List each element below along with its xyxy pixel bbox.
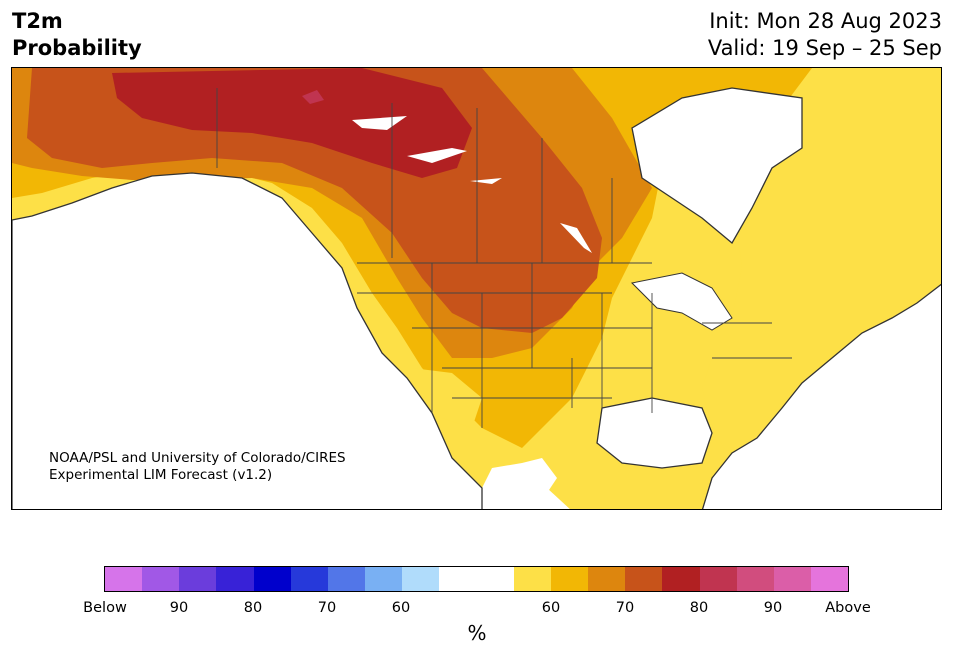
tick-60-below: 60 bbox=[391, 600, 411, 616]
variable-title: T2m bbox=[12, 9, 63, 33]
lake-winnipeg bbox=[560, 223, 592, 253]
colorbar-swatch bbox=[773, 567, 811, 591]
map-svg bbox=[12, 68, 941, 509]
tick-80-below: 80 bbox=[243, 600, 263, 616]
colorbar-swatch bbox=[253, 567, 291, 591]
colorbar-swatch bbox=[365, 567, 403, 591]
lake-athabasca bbox=[470, 178, 502, 184]
valid-date: Valid: 19 Sep – 25 Sep bbox=[707, 36, 942, 60]
colorbar-swatch bbox=[179, 567, 217, 591]
colorbar bbox=[104, 566, 849, 592]
colorbar-swatch bbox=[810, 567, 849, 591]
colorbar-swatch bbox=[327, 567, 366, 591]
colorbar-swatch bbox=[142, 567, 180, 591]
colorbar-swatch bbox=[699, 567, 737, 591]
political-borders bbox=[216, 88, 792, 428]
colorbar-swatch bbox=[662, 567, 700, 591]
great-slave-lake bbox=[407, 148, 467, 163]
great-bear-lake bbox=[352, 116, 407, 130]
band-60-south bbox=[412, 368, 482, 428]
colorbar-swatch bbox=[625, 567, 663, 591]
colorbar-swatch bbox=[736, 567, 774, 591]
band-85 bbox=[302, 90, 324, 104]
tick-90-below: 90 bbox=[169, 600, 189, 616]
date-block: Init: Mon 28 Aug 2023 Valid: 19 Sep – 25… bbox=[708, 8, 942, 62]
tick-above: Above bbox=[825, 600, 871, 616]
atlantic-ocean bbox=[701, 283, 941, 509]
tick-80-above: 80 bbox=[689, 600, 709, 616]
colorbar-swatch bbox=[216, 567, 254, 591]
credit-line-1: NOAA/PSL and University of Colorado/CIRE… bbox=[49, 450, 346, 466]
band-80 bbox=[112, 68, 472, 178]
tick-70-below: 70 bbox=[317, 600, 337, 616]
unit-label: % bbox=[467, 621, 487, 645]
credit-note: NOAA/PSL and University of Colorado/CIRE… bbox=[49, 450, 346, 484]
tick-60-above: 60 bbox=[541, 600, 561, 616]
mexico-white-spot bbox=[522, 458, 557, 493]
tick-70-above: 70 bbox=[615, 600, 635, 616]
pacific-ocean bbox=[12, 172, 483, 509]
colorbar-swatch bbox=[290, 567, 328, 591]
colorbar-swatch bbox=[476, 567, 514, 591]
colorbar-swatch bbox=[550, 567, 589, 591]
colorbar-swatch bbox=[513, 567, 551, 591]
colorbar-swatch bbox=[402, 567, 440, 591]
colorbar-swatch bbox=[105, 567, 143, 591]
title-block: T2m Probability bbox=[12, 8, 142, 62]
forecast-map bbox=[11, 67, 942, 510]
tick-90-above: 90 bbox=[763, 600, 783, 616]
band-60-east bbox=[702, 188, 941, 453]
init-date: Init: Mon 28 Aug 2023 bbox=[709, 9, 942, 33]
great-lakes bbox=[630, 272, 733, 331]
hudson-bay bbox=[631, 87, 803, 244]
colorbar-swatch bbox=[588, 567, 626, 591]
gulf-of-mexico bbox=[596, 397, 713, 469]
credit-line-2: Experimental LIM Forecast (v1.2) bbox=[49, 467, 273, 483]
colorbar-swatch bbox=[439, 567, 477, 591]
tick-below: Below bbox=[83, 600, 127, 616]
product-title: Probability bbox=[12, 36, 142, 60]
